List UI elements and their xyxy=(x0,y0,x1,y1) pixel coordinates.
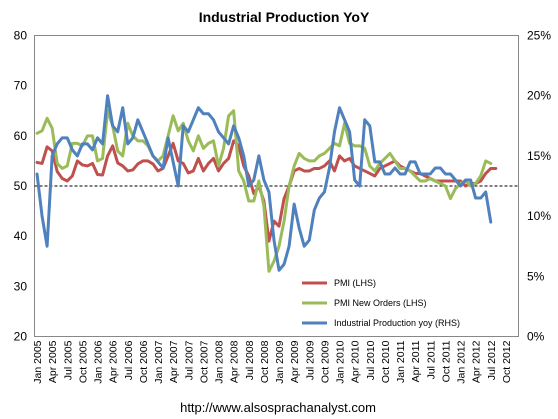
x-tick-label: Jul 2007 xyxy=(183,340,195,380)
x-tick-label: Oct 2010 xyxy=(380,340,392,383)
x-tick-label: Oct 2012 xyxy=(501,340,513,383)
x-tick-label: Jan 2009 xyxy=(274,340,286,383)
y-left-tick-label: 40 xyxy=(14,229,28,243)
x-tick-label: Oct 2009 xyxy=(319,340,331,383)
y-left-tick-label: 20 xyxy=(14,330,28,344)
legend-label: PMI (LHS) xyxy=(334,278,376,288)
legend-label: PMI New Orders (LHS) xyxy=(334,298,427,308)
x-tick-label: Jul 2011 xyxy=(425,340,437,379)
x-tick-label: Jul 2008 xyxy=(244,340,256,380)
x-tick-label: Jan 2008 xyxy=(214,340,226,383)
y-left-tick-label: 50 xyxy=(14,179,28,193)
x-tick-label: Jul 2009 xyxy=(304,340,316,380)
x-tick-label: Oct 2011 xyxy=(440,340,452,382)
y-left-tick-label: 80 xyxy=(14,29,28,43)
x-tick-label: Jul 2006 xyxy=(123,340,135,380)
x-tick-label: Apr 2011 xyxy=(410,340,422,382)
x-tick-label: Apr 2005 xyxy=(47,340,59,383)
source-url: http://www.alsosprachanalyst.com xyxy=(180,400,376,415)
x-tick-label: Oct 2008 xyxy=(259,340,271,383)
x-tick-label: Jul 2005 xyxy=(62,340,74,380)
legend-label: Industrial Production yoy (RHS) xyxy=(334,318,460,328)
y-left-tick-label: 30 xyxy=(14,279,28,293)
x-tick-label: Jan 2006 xyxy=(93,340,105,383)
x-tick-label: Jan 2005 xyxy=(32,340,44,383)
x-tick-label: Jan 2012 xyxy=(456,340,468,383)
y-right-tick-label: 10% xyxy=(527,209,551,223)
x-tick-label: Jan 2011 xyxy=(395,340,407,383)
y-right-tick-label: 5% xyxy=(527,269,545,283)
x-tick-label: Apr 2007 xyxy=(168,340,180,383)
chart-title: Industrial Production YoY xyxy=(199,9,370,25)
y-left-tick-label: 60 xyxy=(14,129,28,143)
x-tick-label: Apr 2012 xyxy=(471,340,483,383)
x-tick-label: Apr 2010 xyxy=(350,340,362,383)
legend: PMI (LHS) PMI New Orders (LHS) Industrial … xyxy=(302,278,460,328)
x-tick-label: Apr 2009 xyxy=(289,340,301,383)
x-tick-label: Jul 2010 xyxy=(365,340,377,380)
y-right-tick-label: 20% xyxy=(527,89,551,103)
x-tick-label: Oct 2005 xyxy=(77,340,89,383)
y-right-tick-label: 25% xyxy=(527,29,551,43)
series-line-industrial-production-yoy-rhs xyxy=(35,94,493,272)
x-tick-label: Jan 2007 xyxy=(153,340,165,383)
y-right-tick-label: 0% xyxy=(527,330,545,344)
x-tick-label: Jan 2010 xyxy=(335,340,347,383)
x-tick-label: Apr 2008 xyxy=(229,340,241,383)
x-tick-label: Oct 2006 xyxy=(138,340,150,383)
x-tick-label: Oct 2007 xyxy=(198,340,210,383)
y-left-tick-label: 70 xyxy=(14,79,28,93)
x-tick-label: Jul 2012 xyxy=(486,340,498,380)
x-tick-label: Apr 2006 xyxy=(108,340,120,383)
y-right-tick-label: 15% xyxy=(527,149,551,163)
